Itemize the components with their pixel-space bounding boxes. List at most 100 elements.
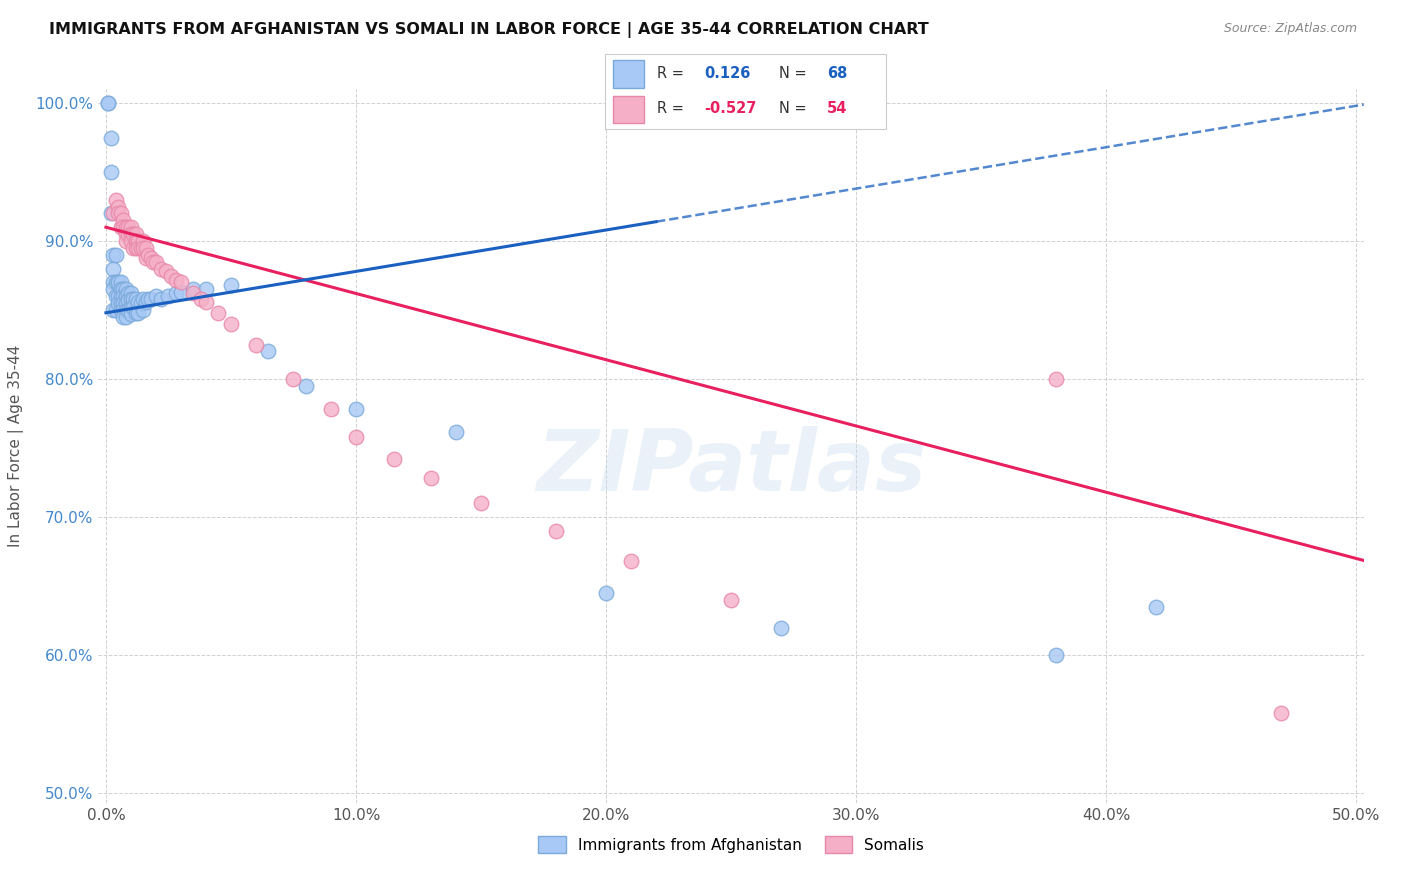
Point — [344, 402, 367, 417]
Point — [110, 296, 132, 310]
Point — [245, 337, 267, 351]
Point — [420, 471, 443, 485]
Point — [110, 303, 132, 318]
Point — [117, 227, 139, 241]
Point — [219, 278, 242, 293]
Point — [129, 241, 152, 255]
Point — [160, 268, 183, 283]
Point — [107, 200, 129, 214]
Point — [1045, 372, 1067, 386]
Point — [127, 241, 149, 255]
Point — [122, 292, 145, 306]
Point — [219, 317, 242, 331]
Point — [165, 286, 187, 301]
Point — [112, 220, 135, 235]
Point — [107, 206, 129, 220]
Point — [125, 306, 148, 320]
Point — [139, 292, 162, 306]
Point — [129, 296, 152, 310]
Point — [257, 344, 280, 359]
Point — [470, 496, 492, 510]
Point — [620, 554, 643, 568]
Point — [127, 294, 149, 309]
FancyBboxPatch shape — [613, 61, 644, 87]
Point — [157, 289, 180, 303]
Point — [544, 524, 567, 538]
Point — [127, 306, 149, 320]
Point — [194, 282, 217, 296]
Point — [720, 593, 742, 607]
Legend: Immigrants from Afghanistan, Somalis: Immigrants from Afghanistan, Somalis — [531, 830, 931, 859]
Point — [155, 264, 177, 278]
Point — [120, 300, 142, 314]
Point — [107, 296, 129, 310]
Point — [170, 276, 193, 290]
Point — [117, 286, 139, 301]
Point — [112, 296, 135, 310]
Point — [145, 254, 167, 268]
Point — [117, 303, 139, 318]
Point — [125, 241, 148, 255]
Point — [135, 251, 157, 265]
Point — [595, 586, 617, 600]
Point — [103, 276, 125, 290]
Point — [115, 220, 138, 235]
Point — [120, 220, 142, 235]
Point — [112, 289, 135, 303]
Point — [115, 303, 138, 318]
Point — [115, 310, 138, 324]
Point — [115, 234, 138, 248]
Point — [120, 292, 142, 306]
Point — [344, 430, 367, 444]
Text: ZIPatlas: ZIPatlas — [536, 425, 927, 509]
Point — [103, 206, 125, 220]
Point — [97, 95, 120, 110]
Point — [295, 379, 318, 393]
Point — [110, 220, 132, 235]
Y-axis label: In Labor Force | Age 35-44: In Labor Force | Age 35-44 — [8, 345, 24, 547]
Text: 0.126: 0.126 — [704, 67, 751, 81]
Point — [104, 289, 127, 303]
Point — [110, 206, 132, 220]
Point — [138, 248, 160, 262]
Point — [120, 234, 142, 248]
Text: N =: N = — [779, 102, 807, 116]
Point — [207, 306, 229, 320]
Point — [132, 303, 155, 318]
Point — [170, 285, 193, 299]
Point — [165, 273, 187, 287]
Point — [107, 276, 129, 290]
Text: N =: N = — [779, 67, 807, 81]
FancyBboxPatch shape — [613, 96, 644, 123]
Point — [120, 307, 142, 321]
Point — [770, 620, 793, 634]
Point — [145, 289, 167, 303]
Point — [115, 289, 138, 303]
Text: Source: ZipAtlas.com: Source: ZipAtlas.com — [1223, 22, 1357, 36]
Point — [132, 241, 155, 255]
Point — [194, 294, 217, 309]
Point — [283, 372, 305, 386]
Point — [115, 296, 138, 310]
Point — [1270, 706, 1292, 720]
Point — [103, 282, 125, 296]
Point — [125, 227, 148, 241]
Point — [444, 425, 467, 439]
Point — [104, 193, 127, 207]
Point — [100, 206, 122, 220]
Point — [132, 292, 155, 306]
Point — [120, 286, 142, 301]
Point — [100, 165, 122, 179]
Point — [110, 282, 132, 296]
Text: -0.527: -0.527 — [704, 102, 756, 116]
Point — [132, 234, 155, 248]
Point — [103, 303, 125, 318]
Text: 54: 54 — [827, 102, 846, 116]
Point — [103, 261, 125, 276]
Point — [135, 294, 157, 309]
Point — [103, 248, 125, 262]
Text: R =: R = — [657, 67, 683, 81]
Point — [115, 227, 138, 241]
Point — [107, 289, 129, 303]
Point — [104, 248, 127, 262]
